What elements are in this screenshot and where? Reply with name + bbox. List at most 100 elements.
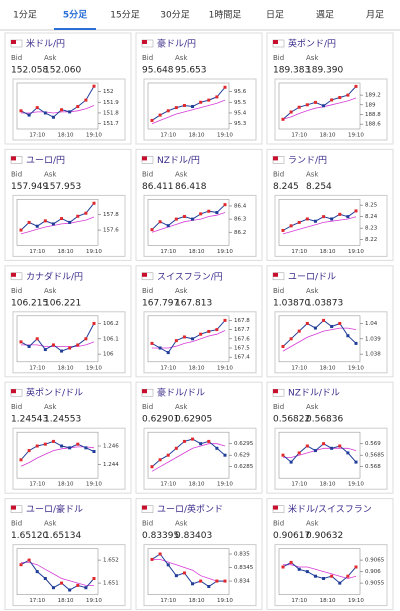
price-line [20,440,95,461]
price-point [19,340,23,344]
ask-value: 106.221 [44,298,81,308]
x-tick-label: 18:10 [189,249,205,255]
y-tick-label: 1.246 [103,444,119,450]
bid-value: 86.411 [142,182,174,192]
price-point [182,571,186,575]
ask-label: Ask [44,287,57,295]
x-tick-label: 18:10 [189,598,205,604]
price-point [199,100,203,104]
price-point [43,219,47,223]
price-point [313,449,317,453]
bid-value: 152.058 [11,66,48,76]
flag-mark [11,40,16,44]
price-point [51,586,55,590]
tab[interactable]: 週足 [316,10,334,21]
moving-average-line [152,559,225,582]
tab[interactable]: 30分足 [160,10,189,21]
bid-value: 1.03870 [273,298,310,308]
y-tick-label: 8.22 [365,237,377,243]
x-tick-label: 17:10 [291,133,307,139]
price-point [182,439,186,443]
moving-average-line [21,341,95,347]
flag-mark [142,156,147,161]
y-tick-label: 0.834 [234,579,250,585]
tab[interactable]: 日足 [266,10,284,21]
price-point [346,93,350,97]
price-point [346,451,350,455]
tab[interactable]: 1時間足 [209,10,242,21]
x-tick-label: 19:10 [348,249,364,255]
price-point [330,325,334,329]
x-tick-label: 18:10 [58,365,74,371]
tab[interactable]: 5分足 [63,9,88,21]
moving-average-line [152,330,226,349]
price-point [346,215,350,219]
tab[interactable]: 1分足 [13,10,37,21]
y-tick-label: 1.651 [103,581,119,587]
pair-title: 米ドル/円 [26,38,65,50]
price-point [354,565,358,569]
price-point [76,214,80,218]
price-point [289,224,293,228]
ask-value: 0.90632 [306,531,343,541]
bid-label: Bid [142,403,153,411]
price-point [182,214,186,218]
price-point [354,84,358,88]
plot-area [147,431,230,479]
pair-title: スイスフラン/円 [157,271,223,282]
x-tick-label: 19:10 [217,365,233,371]
price-point [182,335,186,339]
x-tick-label: 17:10 [160,133,176,139]
bid-value: 1.65120 [11,531,48,541]
price-point [92,321,96,325]
y-tick-label: 1.244 [103,462,119,468]
price-point [297,329,301,333]
bid-label: Bid [11,54,22,62]
price-line [20,85,95,118]
price-point [158,346,162,350]
flag-mark [11,505,16,510]
price-point [305,103,309,107]
price-point [354,209,358,213]
price-line [282,443,357,463]
ask-value: 95.653 [175,66,207,76]
y-tick-label: 167.7 [234,327,250,333]
plot-area [278,431,361,479]
price-point [305,444,309,448]
price-point [281,228,285,232]
price-line [20,202,95,231]
ask-value: 157.953 [44,182,81,192]
price-point [60,217,64,221]
y-tick-label: 152 [103,89,114,95]
bid-label: Bid [273,403,284,411]
price-point [84,586,88,590]
price-point [84,98,88,102]
price-line [151,86,226,121]
price-point [297,567,301,571]
tab[interactable]: 15分足 [110,10,139,21]
price-point [76,442,80,446]
price-line [282,86,357,120]
price-line [20,559,95,591]
price-point [354,341,358,345]
price-line [151,438,226,468]
tab[interactable]: 月足 [366,10,384,21]
flag-mark [11,156,16,161]
x-tick-label: 18:10 [320,598,336,604]
moving-average-line [283,447,357,458]
ask-label: Ask [175,170,188,178]
flag-mark [273,156,278,161]
y-tick-label: 1.652 [103,558,119,564]
price-point [297,220,301,224]
bid-value: 0.83395 [142,531,179,541]
y-tick-label: 0.9055 [365,581,385,587]
y-tick-label: 95.3 [234,121,247,127]
pair-title: NZドル/ドル [288,389,340,399]
x-tick-label: 19:10 [217,598,233,604]
price-point [43,577,47,580]
price-point [322,104,326,108]
y-tick-label: 0.6285 [234,464,254,470]
ask-value: 1.24553 [44,415,81,425]
x-tick-label: 19:10 [348,133,364,139]
price-point [199,442,203,446]
